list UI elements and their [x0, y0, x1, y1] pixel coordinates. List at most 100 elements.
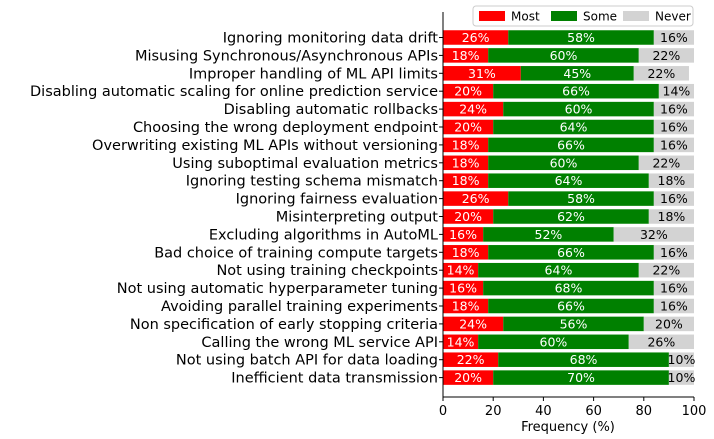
legend-label-most: Most	[511, 10, 540, 24]
bar-segment-never	[653, 30, 694, 45]
bar-segment-some	[503, 101, 654, 117]
category-label: Ignoring fairness evaluation	[236, 192, 438, 208]
legend-label-never: Never	[655, 10, 691, 24]
data-label-most: 18%	[452, 245, 480, 260]
category-label: Ignoring testing schema mismatch	[186, 174, 438, 190]
data-label-most: 18%	[452, 155, 480, 170]
category-label: Overwriting existing ML APIs without ver…	[92, 138, 438, 154]
bar-segment-some	[483, 227, 614, 242]
data-label-never: 16%	[660, 102, 688, 117]
bar-segment-most	[443, 245, 489, 260]
data-label-most: 24%	[459, 316, 487, 331]
data-label-never: 16%	[660, 191, 688, 206]
category-label: Inefficient data transmission	[231, 371, 438, 387]
bar-segment-most	[443, 191, 509, 206]
data-label-some: 66%	[557, 137, 585, 152]
data-label-most: 20%	[454, 84, 482, 99]
bar-segment-some	[478, 262, 639, 278]
data-label-most: 20%	[454, 370, 482, 385]
bar-segment-never	[638, 48, 694, 63]
category-label: Misinterpreting output	[276, 210, 439, 226]
bar-segment-some	[508, 191, 654, 206]
bar-segment-most	[443, 155, 489, 171]
data-label-never: 16%	[660, 281, 688, 296]
bar-segment-never	[613, 227, 694, 242]
bar-segment-some	[493, 119, 654, 135]
bar-segment-never	[628, 334, 694, 350]
data-label-most: 20%	[454, 120, 482, 135]
data-label-most: 16%	[449, 281, 477, 296]
data-label-most: 14%	[447, 334, 475, 349]
bar-segment-some	[483, 280, 654, 296]
data-label-never: 26%	[647, 334, 675, 349]
category-label: Using suboptimal evaluation metrics	[172, 156, 438, 172]
category-label: Not using batch API for data loading	[176, 353, 438, 369]
data-label-never: 22%	[652, 48, 680, 63]
bar-segment-never	[638, 262, 694, 278]
category-label: Disabling automatic scaling for online p…	[30, 84, 438, 100]
legend-swatch-most	[479, 11, 505, 21]
bar-segment-never	[648, 209, 694, 224]
x-tick-label: 0	[439, 404, 447, 419]
bar-segment-some	[508, 30, 654, 45]
bar-segment-most	[443, 83, 494, 99]
data-label-most: 24%	[459, 102, 487, 117]
data-label-never: 16%	[660, 30, 688, 45]
data-label-some: 52%	[535, 227, 563, 242]
data-label-some: 60%	[565, 102, 593, 117]
bar-segment-never	[633, 66, 689, 81]
legend-label-some: Some	[583, 10, 617, 24]
bar-segment-some	[488, 298, 654, 314]
category-label: Misusing Synchronous/Asynchronous APIs	[135, 48, 438, 64]
x-tick-label: 60	[585, 404, 602, 419]
bar-segment-some	[478, 334, 629, 350]
data-label-some: 64%	[560, 120, 588, 135]
bar-segment-never	[668, 352, 694, 367]
data-label-some: 60%	[550, 48, 578, 63]
data-label-most: 14%	[447, 263, 475, 278]
data-label-never: 18%	[658, 173, 686, 188]
x-axis-label: Frequency (%)	[521, 420, 615, 435]
bar-segment-most	[443, 48, 489, 63]
category-label: Bad choice of training compute targets	[154, 245, 438, 261]
bar-segment-never	[643, 316, 694, 332]
data-label-some: 68%	[555, 281, 583, 296]
data-label-some: 58%	[567, 30, 595, 45]
category-label: Improper handling of ML API limits	[189, 66, 438, 82]
data-label-never: 16%	[660, 137, 688, 152]
bar-segment-some	[493, 370, 669, 385]
bar-segment-never	[668, 370, 694, 385]
data-label-never: 16%	[660, 299, 688, 314]
data-label-some: 56%	[560, 316, 588, 331]
bar-segment-never	[658, 83, 694, 99]
bar-segment-most	[443, 209, 494, 224]
bar-segment-never	[653, 280, 694, 296]
bar-segment-never	[638, 155, 694, 171]
data-label-some: 66%	[557, 299, 585, 314]
bar-segment-some	[493, 83, 659, 99]
data-label-never: 20%	[655, 316, 683, 331]
x-tick-label: 80	[636, 404, 653, 419]
category-label: Not using automatic hyperparameter tunin…	[117, 281, 438, 297]
data-label-most: 26%	[462, 30, 490, 45]
bar-segment-most	[443, 30, 509, 45]
data-label-some: 45%	[563, 66, 591, 81]
data-label-most: 18%	[452, 173, 480, 188]
data-label-most: 31%	[468, 66, 496, 81]
bar-segment-never	[653, 119, 694, 135]
data-label-most: 16%	[449, 227, 477, 242]
data-label-some: 60%	[540, 334, 568, 349]
data-label-most: 26%	[462, 191, 490, 206]
bar-segment-most	[443, 119, 494, 135]
data-label-some: 64%	[555, 173, 583, 188]
bar-segment-most	[443, 316, 504, 332]
legend: Most Some Never	[472, 5, 694, 27]
category-label: Calling the wrong ML service API	[201, 335, 438, 351]
category-label: Not using training checkpoints	[216, 263, 438, 279]
data-label-never: 10%	[668, 352, 696, 367]
bars-layer: 26% 58% 16% 18% 60% 22% 31% 45% 22% 20% 66% 14% 24% 6…	[443, 30, 695, 385]
bar-segment-some	[488, 48, 639, 63]
bar-segment-some	[488, 173, 649, 188]
data-label-some: 60%	[550, 155, 578, 170]
